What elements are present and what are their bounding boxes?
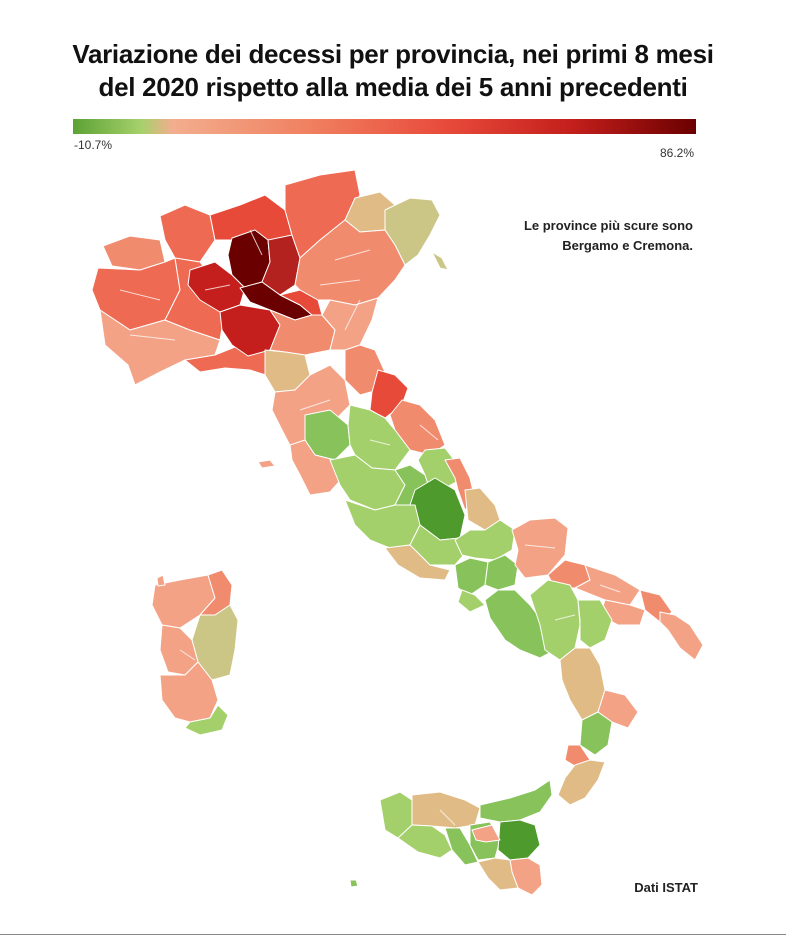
bottom-divider [0, 934, 786, 935]
region-campania-east [484, 554, 519, 591]
region-calabria-cosenza [559, 647, 606, 721]
region-calabria-reggio [557, 759, 606, 806]
region-sicilia-siracusa [509, 857, 543, 896]
region-sardegna-sud [159, 661, 219, 723]
region-emilia-east [321, 297, 379, 351]
annotation-note: Le province più scure sono Bergamo e Cre… [524, 216, 693, 256]
map-title: Variazione dei decessi per provincia, ne… [40, 38, 746, 104]
region-campania-north [454, 519, 516, 561]
region-basilicata-matera [577, 599, 613, 649]
region-sicilia-catania [497, 819, 541, 861]
region-sicilia-center [471, 824, 501, 843]
legend-min-label: -10.7% [74, 138, 113, 152]
island-elba [257, 459, 276, 469]
legend-max-label: 86.2% [659, 146, 694, 160]
source-credit: Dati ISTAT [634, 880, 698, 895]
title-line-1: Variazione dei decessi per provincia, ne… [72, 39, 714, 69]
region-sicilia-agrigento [397, 824, 453, 859]
region-puglia-foggia [511, 517, 569, 579]
island-corsica-hint [156, 574, 166, 587]
region-puglia-lecce [659, 611, 704, 661]
region-sicilia-messina [479, 779, 553, 823]
region-lazio-latina [384, 544, 451, 581]
region-calabria-catanzaro [579, 711, 613, 756]
region-sicilia-palermo [411, 791, 481, 829]
region-sardegna-cagliari [184, 704, 229, 736]
province-borders [119, 229, 621, 826]
region-sicilia-ragusa [477, 857, 519, 891]
legend-color-scale [73, 119, 696, 134]
region-toscana-coast [289, 439, 346, 496]
region-trieste [431, 251, 449, 271]
region-campania-west [454, 557, 489, 596]
annotation-line-2: Bergamo e Cremona. [562, 238, 693, 253]
island-pantelleria [349, 879, 359, 888]
title-line-2: del 2020 rispetto alla media dei 5 anni … [98, 72, 688, 102]
annotation-line-1: Le province più scure sono [523, 218, 693, 233]
region-campania-naples [457, 589, 486, 613]
region-piemonte-north [159, 204, 216, 263]
region-veneto [294, 219, 406, 306]
